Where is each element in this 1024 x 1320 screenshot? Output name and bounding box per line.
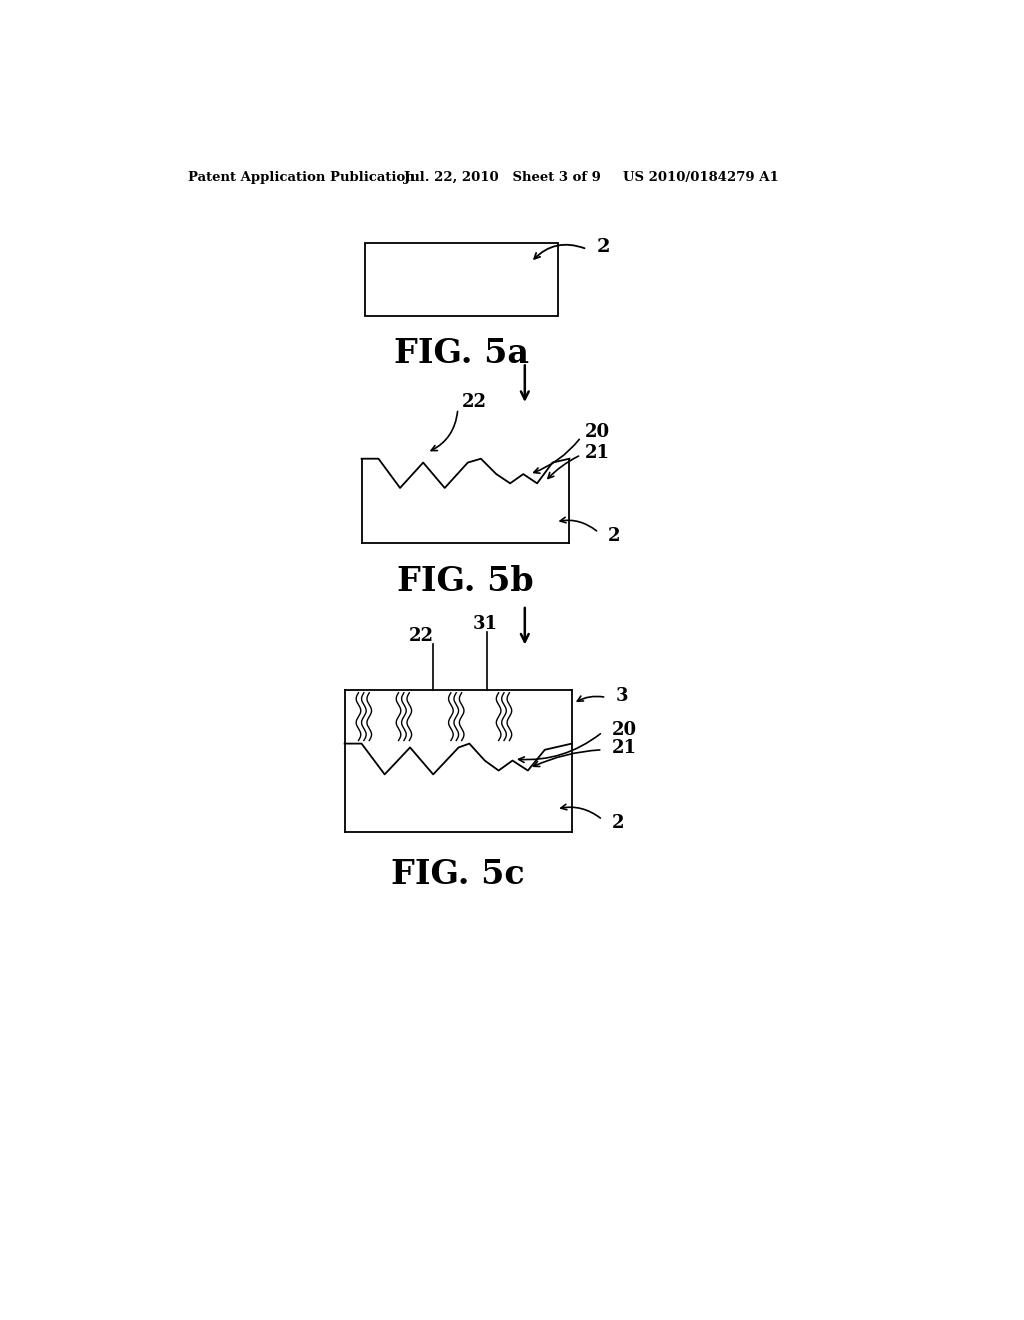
Text: 20: 20 [611,721,637,739]
Text: Jul. 22, 2010   Sheet 3 of 9: Jul. 22, 2010 Sheet 3 of 9 [403,172,601,185]
Text: 31: 31 [473,615,498,634]
Text: 3: 3 [615,686,628,705]
Text: 20: 20 [585,422,610,441]
Text: FIG. 5a: FIG. 5a [394,337,529,370]
Text: 22: 22 [462,393,486,411]
Text: US 2010/0184279 A1: US 2010/0184279 A1 [624,172,779,185]
Text: 21: 21 [585,444,610,462]
Text: 2: 2 [596,238,610,256]
Text: 22: 22 [410,627,434,644]
Text: 2: 2 [611,814,625,832]
Text: 21: 21 [611,739,637,758]
Bar [366,243,558,317]
Text: FIG. 5c: FIG. 5c [391,858,525,891]
Text: 2: 2 [608,527,621,545]
Text: FIG. 5b: FIG. 5b [397,565,534,598]
Text: Patent Application Publication: Patent Application Publication [188,172,415,185]
